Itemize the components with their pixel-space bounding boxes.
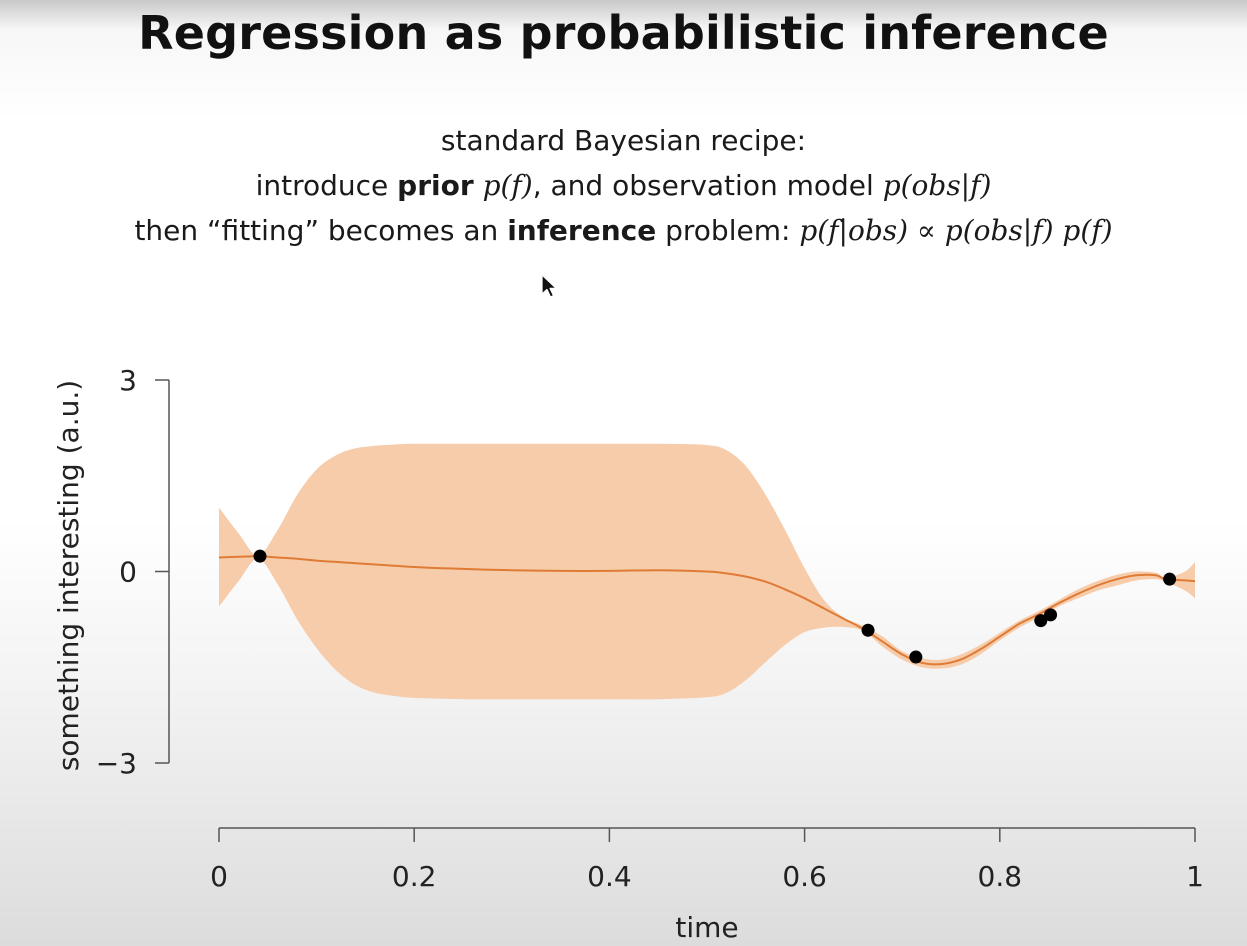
observation-point-4 xyxy=(1034,614,1048,628)
observation-point-1 xyxy=(253,549,267,563)
recipe-inference-bold: inference xyxy=(507,214,657,247)
recipe-inference-line: then “fitting” becomes an inference prob… xyxy=(0,214,1247,247)
observation-point-6 xyxy=(1163,572,1177,586)
recipe-inference-pre: then “fitting” becomes an xyxy=(134,214,508,247)
observation-point-5 xyxy=(1044,608,1058,622)
observation-point-3 xyxy=(909,650,923,664)
likelihood-formula: p(obs|f) xyxy=(882,169,992,202)
mouse-cursor-icon xyxy=(541,274,557,298)
posterior-mean-line xyxy=(218,555,1196,666)
y-tick-label-0: 3 xyxy=(119,364,137,397)
recipe-prior-mid: , and observation model xyxy=(532,169,883,202)
x-tick-label-5: 1 xyxy=(1186,860,1204,893)
recipe-inference-mid: problem: xyxy=(656,214,800,247)
recipe-prior-bold: prior xyxy=(397,169,474,202)
recipe-prior-line: introduce prior p(f), and observation mo… xyxy=(0,169,1247,202)
y-axis-label: something interesting (a.u.) xyxy=(52,380,85,771)
prior-formula: p(f) xyxy=(482,169,533,202)
recipe-prior-pre: introduce xyxy=(255,169,398,202)
x-tick-label-4: 0.8 xyxy=(978,860,1023,893)
slide-title: Regression as probabilistic inference xyxy=(138,6,1109,60)
x-tick-label-2: 0.4 xyxy=(587,860,632,893)
x-axis-label: time xyxy=(675,911,738,944)
x-tick-label-0: 0 xyxy=(210,860,228,893)
x-tick-label-1: 0.2 xyxy=(392,860,437,893)
posterior-formula: p(f|obs) ∝ p(obs|f) p(f) xyxy=(799,214,1113,247)
x-tick-label-3: 0.6 xyxy=(782,860,827,893)
observation-point-2 xyxy=(861,623,875,637)
y-tick-label-1: 0 xyxy=(119,556,137,589)
y-tick-label-2: −3 xyxy=(96,747,137,780)
recipe-heading: standard Bayesian recipe: xyxy=(440,124,807,157)
